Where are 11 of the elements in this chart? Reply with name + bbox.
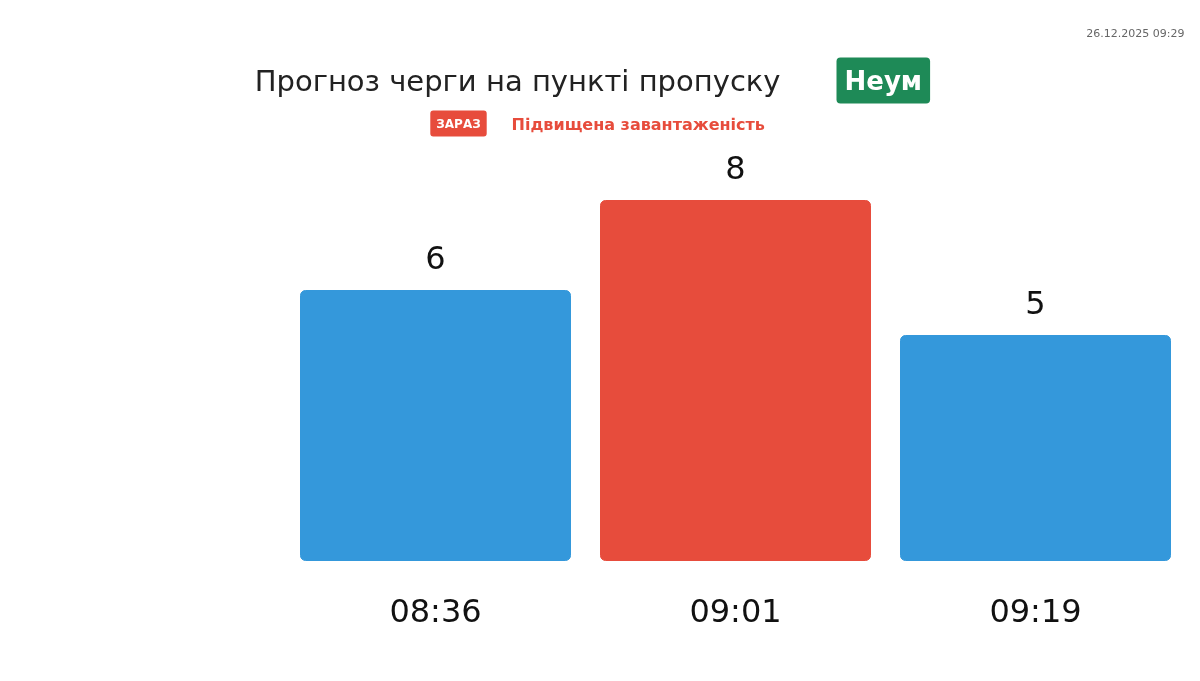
- chart-title: Прогноз черги на пункті пропуску: [254, 63, 781, 98]
- data-label: 6: [425, 238, 446, 277]
- data-label: 8: [725, 148, 746, 187]
- text: Підвищена завантаженість: [511, 115, 765, 134]
- text: Неум: [844, 65, 923, 96]
- text: 26.12.2025 09:29: [1086, 27, 1185, 40]
- x-tick-label: 09:19: [989, 591, 1082, 630]
- x-tick-label: 08:36: [389, 591, 482, 630]
- text: ЗАРАЗ: [436, 116, 481, 131]
- x-tick-label: 09:01: [689, 591, 782, 630]
- data-label: 5: [1025, 283, 1046, 322]
